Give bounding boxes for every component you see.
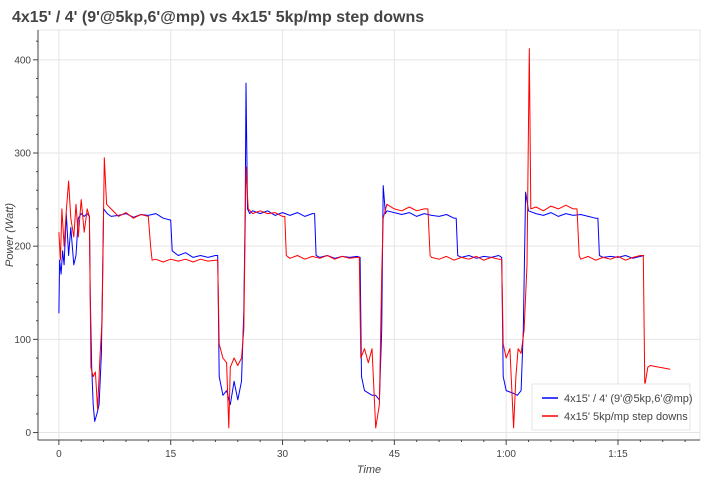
legend: 4x15' / 4' (9'@5kp,6'@mp) 4x15' 5kp/mp st… <box>531 383 693 431</box>
axes: 0 100 200 300 400 0 15 30 45 1:00 1:15 <box>14 30 700 460</box>
chart-title: 4x15' / 4' (9'@5kp,6'@mp) vs 4x15' 5kp/m… <box>12 9 424 26</box>
y-tick-label: 400 <box>14 55 31 66</box>
series-layer <box>58 48 671 429</box>
legend-box <box>531 383 691 431</box>
y-tick-label: 100 <box>14 335 31 346</box>
y-tick-label: 300 <box>14 149 31 160</box>
legend-label-2: 4x15' 5kp/mp step downs <box>564 411 688 423</box>
y-tick-label: 200 <box>14 242 31 253</box>
x-tick-label: 15 <box>165 449 177 460</box>
x-axis-label: Time <box>357 464 381 476</box>
x-tick-label: 30 <box>277 449 289 460</box>
x-tick-label: 45 <box>389 449 401 460</box>
legend-label-1: 4x15' / 4' (9'@5kp,6'@mp) <box>564 393 693 405</box>
x-tick-label: 1:15 <box>608 449 628 460</box>
series-line-2 <box>58 48 671 429</box>
y-tick-label: 0 <box>25 428 31 439</box>
series-line-1 <box>58 82 645 422</box>
x-tick-label: 1:00 <box>496 449 516 460</box>
y-axis-label: Power (Watt) <box>4 203 16 267</box>
x-tick-label: 0 <box>56 449 62 460</box>
grid <box>38 30 700 440</box>
